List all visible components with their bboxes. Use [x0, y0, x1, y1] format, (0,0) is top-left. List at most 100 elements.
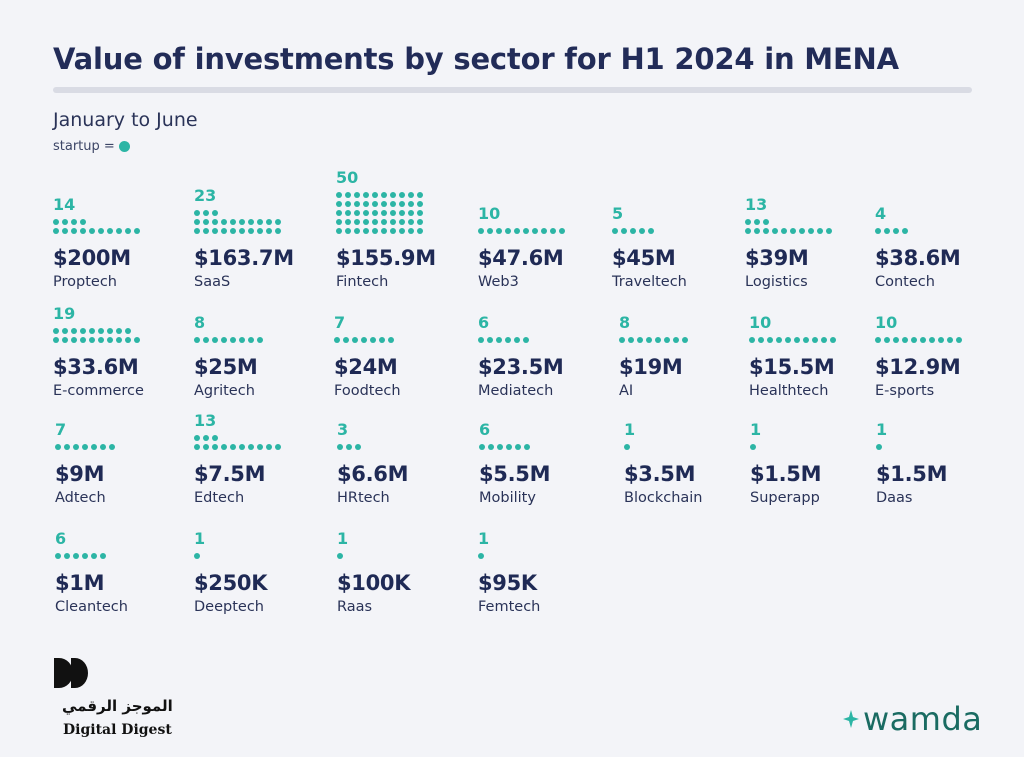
- startup-dot: [808, 228, 814, 234]
- startup-dot: [275, 228, 281, 234]
- investment-value: $200M: [53, 246, 131, 270]
- startup-dot: [354, 192, 360, 198]
- startup-count: 6: [479, 420, 491, 439]
- legend: startup =: [53, 139, 130, 154]
- startup-dot: [399, 210, 405, 216]
- startup-dot: [812, 337, 818, 343]
- startup-dot: [478, 337, 484, 343]
- startup-dot: [628, 337, 634, 343]
- startup-dot: [91, 553, 97, 559]
- startup-dot: [346, 444, 352, 450]
- startup-dot: [390, 228, 396, 234]
- startup-dot: [212, 219, 218, 225]
- startup-count: 8: [194, 313, 206, 332]
- startup-dot: [754, 228, 760, 234]
- startup-dot: [116, 328, 122, 334]
- startup-dot: [53, 228, 59, 234]
- investment-value: $5.5M: [479, 462, 551, 486]
- startup-dot: [417, 201, 423, 207]
- sector-name: Healthtech: [749, 383, 829, 399]
- startup-dot: [363, 228, 369, 234]
- startup-dot: [194, 228, 200, 234]
- investment-value: $25M: [194, 355, 258, 379]
- startup-dot: [830, 337, 836, 343]
- startup-dot: [336, 192, 342, 198]
- investment-value: $3.5M: [624, 462, 696, 486]
- startup-dot: [345, 210, 351, 216]
- chart-title: Value of investments by sector for H1 20…: [53, 42, 899, 76]
- startup-dot: [125, 328, 131, 334]
- startup-dot: [337, 553, 343, 559]
- startup-dot: [673, 337, 679, 343]
- startup-dot: [55, 553, 61, 559]
- startup-count: 8: [619, 313, 631, 332]
- startup-dot: [505, 228, 511, 234]
- startup-dot: [956, 337, 962, 343]
- digital-digest-arabic-name: الموجز الرقمي: [62, 697, 173, 715]
- startup-dot: [487, 337, 493, 343]
- startup-dot: [875, 337, 881, 343]
- startup-dot: [763, 219, 769, 225]
- startup-dot: [82, 444, 88, 450]
- startup-count: 5: [612, 204, 624, 223]
- sector-name: HRtech: [337, 490, 390, 506]
- startup-dot: [370, 337, 376, 343]
- sector-name: Logistics: [745, 274, 808, 290]
- startup-dot: [203, 337, 209, 343]
- startup-dot: [266, 219, 272, 225]
- startup-dot: [884, 337, 890, 343]
- sector-name: Foodtech: [334, 383, 401, 399]
- startup-dot: [767, 337, 773, 343]
- startup-dot: [354, 210, 360, 216]
- startup-count: 23: [194, 186, 217, 205]
- startup-dot: [417, 192, 423, 198]
- startup-dot: [630, 228, 636, 234]
- investment-value: $23.5M: [478, 355, 564, 379]
- startup-count: 6: [55, 529, 67, 548]
- startup-dot: [637, 337, 643, 343]
- startup-dot: [381, 210, 387, 216]
- sector-name: Femtech: [478, 599, 541, 615]
- sector-name: Contech: [875, 274, 935, 290]
- startup-dot: [902, 228, 908, 234]
- startup-dot: [559, 228, 565, 234]
- startup-count: 50: [336, 168, 359, 187]
- startup-dot: [71, 219, 77, 225]
- startup-dot: [390, 219, 396, 225]
- startup-dot: [53, 328, 59, 334]
- startup-dot: [776, 337, 782, 343]
- startup-dot: [62, 219, 68, 225]
- sector-name: Proptech: [53, 274, 117, 290]
- startup-dot: [363, 201, 369, 207]
- startup-dot: [363, 210, 369, 216]
- startup-dot: [248, 219, 254, 225]
- startup-dot: [194, 337, 200, 343]
- startup-dot: [80, 337, 86, 343]
- startup-dot: [390, 210, 396, 216]
- sector-name: Agritech: [194, 383, 255, 399]
- startup-dot: [496, 228, 502, 234]
- startup-dot: [239, 219, 245, 225]
- startup-dot: [639, 228, 645, 234]
- startup-dot: [352, 337, 358, 343]
- sparkle-icon: [843, 710, 859, 728]
- sector-name: Adtech: [55, 490, 106, 506]
- startup-dot: [524, 444, 530, 450]
- startup-dot: [64, 553, 70, 559]
- sector-name: Fintech: [336, 274, 389, 290]
- investment-value: $95K: [478, 571, 537, 595]
- startup-dot: [532, 228, 538, 234]
- investment-value: $1.5M: [750, 462, 822, 486]
- startup-dot: [257, 219, 263, 225]
- startup-dot: [345, 228, 351, 234]
- startup-dot: [514, 228, 520, 234]
- startup-dot: [381, 228, 387, 234]
- sector-name: E-sports: [875, 383, 935, 399]
- startup-dot: [372, 201, 378, 207]
- startup-dot: [80, 219, 86, 225]
- startup-dot: [354, 201, 360, 207]
- startup-dot: [109, 444, 115, 450]
- startup-dot: [80, 228, 86, 234]
- startup-dot: [194, 210, 200, 216]
- startup-dot: [336, 210, 342, 216]
